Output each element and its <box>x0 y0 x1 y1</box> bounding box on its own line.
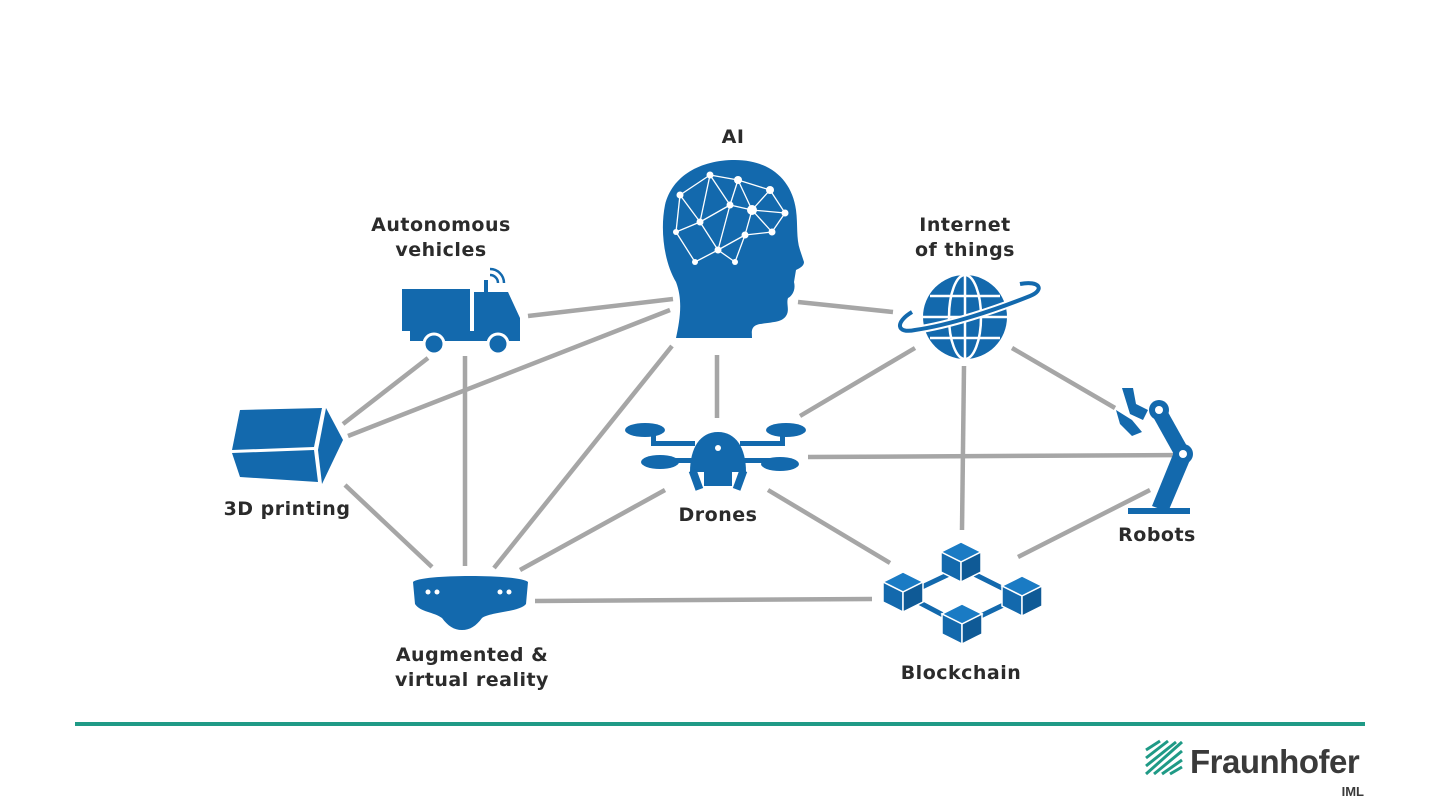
vr-headset-icon <box>413 571 528 630</box>
node-label-ar-vr: Augmented & virtual reality <box>395 644 549 691</box>
blockchain-cube-icon <box>939 541 983 584</box>
edge-drones-ar-vr <box>518 488 667 572</box>
node-label-3d-printing: 3D printing <box>223 498 351 520</box>
node-label-autonomous-vehicles: Autonomous vehicles <box>371 214 511 261</box>
edge-iot-robots <box>1010 346 1117 410</box>
edge-autonomous-vehicles-ai <box>527 296 674 319</box>
edges <box>341 296 1189 604</box>
blockchain-icon <box>881 541 1044 646</box>
globe-icon <box>896 273 1043 361</box>
edge-ar-vr-blockchain <box>534 596 873 604</box>
node-label-blockchain: Blockchain <box>900 662 1022 684</box>
fraunhofer-logo-text: Fraunhofer <box>1190 743 1360 780</box>
edge-ar-vr-ai <box>492 344 674 570</box>
blockchain-cube-icon <box>881 571 925 614</box>
robot-arm-icon <box>1116 388 1193 514</box>
edge-robots-blockchain <box>1016 487 1152 560</box>
edge-iot-blockchain <box>959 365 967 531</box>
node-label-ai: AI <box>721 126 745 148</box>
fraunhofer-logo-icon <box>1145 739 1183 776</box>
blockchain-cube-icon <box>1000 575 1044 618</box>
edge-drones-blockchain <box>766 488 892 565</box>
node-label-drones: Drones <box>678 504 758 526</box>
edge-drones-iot <box>798 346 917 418</box>
edge-3d-printing-autonomous-vehicles <box>341 356 430 426</box>
edge-3d-printing-ar-vr <box>343 483 434 569</box>
edge-3d-printing-ai <box>347 307 671 439</box>
footer-divider <box>75 722 1365 726</box>
cube-icon <box>232 408 343 484</box>
truck-icon <box>402 267 520 356</box>
brain-head-icon <box>662 160 804 338</box>
fraunhofer-logo-subtitle: IML <box>1341 784 1364 799</box>
edge-drones-robots <box>807 452 1189 460</box>
drone-icon <box>625 423 806 491</box>
edge-ai-iot <box>797 299 894 315</box>
node-label-iot: Internet of things <box>915 214 1015 261</box>
node-label-robots: Robots <box>1118 524 1196 546</box>
blockchain-cube-icon <box>940 603 984 646</box>
